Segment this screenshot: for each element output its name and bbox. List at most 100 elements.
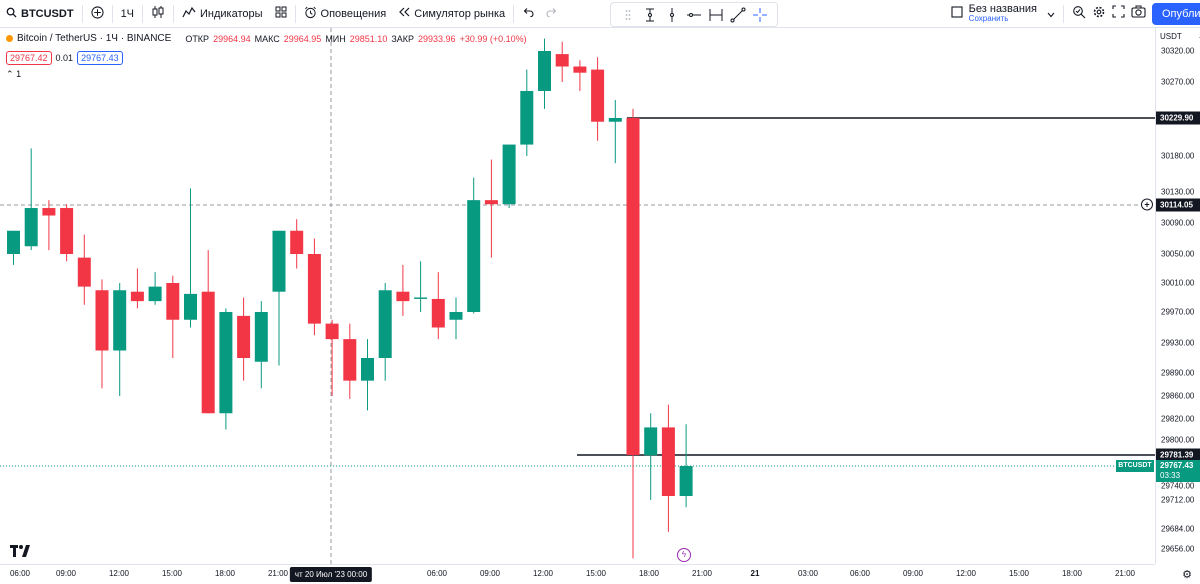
time-tick: 15:00: [161, 569, 183, 578]
time-tick: 12:00: [108, 569, 130, 578]
candle-body: [661, 427, 675, 496]
divider: [294, 4, 296, 23]
axis-settings-gear-icon[interactable]: ⚙: [1182, 569, 1192, 581]
candle-body: [148, 286, 162, 302]
buy-price-button[interactable]: 29767.43: [77, 51, 123, 65]
legend-close-label: ЗАКР: [391, 33, 415, 44]
interval-label: 1Ч: [120, 7, 135, 20]
sell-price-button[interactable]: 29767.42: [6, 51, 52, 65]
currency-selector[interactable]: USDT ⌄: [1160, 32, 1200, 41]
vertical-ray-icon[interactable]: [641, 6, 659, 24]
time-tick: 18:00: [214, 569, 236, 578]
legend-change: +30.99 (+0.10%): [459, 33, 527, 44]
spread-value: 0.01: [55, 53, 74, 63]
search-icon: [6, 7, 17, 21]
vertical-line-icon[interactable]: [663, 6, 681, 24]
price-label-upper-line: 30229.90: [1156, 111, 1200, 125]
candle-body: [343, 339, 357, 381]
candle-body: [644, 427, 658, 456]
gear-icon[interactable]: [1092, 5, 1106, 24]
chevron-down-icon[interactable]: [1047, 5, 1055, 23]
candle-body: [130, 291, 144, 302]
time-tick: 06:00: [426, 569, 448, 578]
alarm-clock-icon: [304, 6, 317, 22]
redo-icon: [546, 7, 558, 20]
time-axis[interactable]: 06:00 09:00 12:00 15:00 18:00 21:00 06:00 09:00…: [0, 564, 1155, 584]
last-price-ticker-tag: BTCUSDT: [1116, 460, 1154, 472]
price-tick: 29860.00: [1161, 391, 1195, 401]
compare-button[interactable]: [85, 0, 110, 28]
candle-body: [555, 54, 569, 67]
price-chart[interactable]: [0, 28, 1155, 564]
camera-icon[interactable]: [1131, 5, 1146, 23]
divider: [513, 4, 515, 23]
candle-body: [502, 144, 516, 205]
divider: [81, 4, 83, 23]
candle-body: [42, 208, 56, 216]
price-tick: 30050.00: [1161, 249, 1195, 259]
layout-save-label: Сохранить: [968, 14, 1009, 23]
price-range-icon[interactable]: [707, 6, 725, 24]
price-label-last: 29767.43 03:33: [1156, 460, 1200, 482]
candle-body: [484, 200, 498, 205]
layout-name-button[interactable]: Без названия Сохранить: [969, 4, 1037, 24]
time-tick: 12:00: [955, 569, 977, 578]
bid-ask-panel: 29767.42 0.01 29767.43: [6, 51, 123, 65]
toolbar-right: Без названия Сохранить Опубликовать: [951, 0, 1200, 28]
candle-body: [626, 118, 640, 455]
symbol-search-button[interactable]: BTCUSDT: [0, 0, 80, 28]
publish-button[interactable]: Опубликовать: [1152, 3, 1200, 25]
redo-button[interactable]: [540, 0, 564, 28]
indicators-button[interactable]: Индикаторы: [176, 0, 269, 28]
candle-body: [431, 298, 445, 328]
time-tick: 15:00: [585, 569, 607, 578]
alerts-button[interactable]: Оповещения: [298, 0, 393, 28]
candle-body: [325, 323, 339, 340]
indicators-label: Индикаторы: [200, 7, 263, 20]
legend-title[interactable]: Bitcoin / TetherUS · 1Ч · BINANCE: [17, 33, 172, 44]
legend-low: 29851.10: [349, 33, 388, 44]
legend-open: 29964.94: [213, 33, 251, 44]
drag-handle-icon[interactable]: [619, 6, 637, 24]
indicator-count: 1: [16, 69, 22, 79]
add-alert-plus-icon[interactable]: +: [1141, 198, 1153, 211]
price-axis[interactable]: 30320.00 30270.00 30229.90 30180.00 30130.00…: [1141, 28, 1200, 564]
currency-label: USDT: [1160, 32, 1182, 41]
price-label-crosshair: 30114.05 +: [1141, 198, 1200, 212]
candle-body: [7, 230, 20, 254]
candle-body: [184, 293, 197, 320]
crosshair-icon[interactable]: [751, 6, 769, 24]
candle-body: [113, 290, 127, 351]
interval-button[interactable]: 1Ч: [115, 0, 140, 28]
candles-icon: [151, 5, 165, 22]
price-tick: 29800.00: [1161, 435, 1195, 445]
time-tick: 09:00: [479, 569, 501, 578]
tradingview-logo[interactable]: [10, 544, 30, 557]
chevron-down-icon: ⌄: [1198, 32, 1200, 41]
lightning-icon[interactable]: ϟ: [677, 548, 691, 562]
templates-button[interactable]: [269, 0, 293, 28]
candle-body: [378, 290, 392, 358]
horizontal-line-icon[interactable]: [685, 6, 703, 24]
time-tick: 03:00: [797, 569, 819, 578]
replay-button[interactable]: Симулятор рынка: [392, 0, 511, 28]
price-tick: 30320.00: [1161, 46, 1195, 56]
fullscreen-icon[interactable]: [1112, 5, 1125, 23]
time-tick: 21:00: [1114, 569, 1136, 578]
layout-square-icon[interactable]: [951, 5, 963, 23]
market-status-dot: [6, 35, 13, 42]
trend-line-icon[interactable]: [729, 6, 747, 24]
divider: [1063, 5, 1064, 23]
legend-collapse-button[interactable]: ⌃ 1: [6, 69, 21, 80]
chart-type-button[interactable]: [145, 0, 171, 28]
quick-search-icon[interactable]: [1072, 5, 1086, 24]
divider: [111, 4, 113, 23]
drawing-toolbar: [610, 2, 778, 27]
price-tick: 29970.00: [1161, 307, 1195, 317]
candle-body: [449, 312, 463, 320]
candle-body: [237, 315, 251, 358]
price-tick: 30180.00: [1161, 151, 1195, 161]
undo-button[interactable]: [516, 0, 540, 28]
time-tick: 15:00: [1008, 569, 1030, 578]
time-tick: 21:00: [267, 569, 289, 578]
